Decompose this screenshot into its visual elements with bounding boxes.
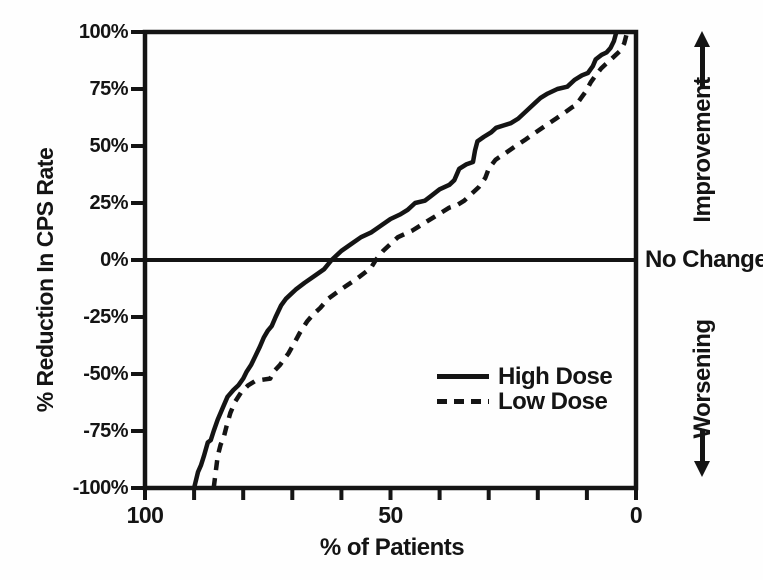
y-tick-label: -25% [83, 306, 128, 328]
y-tick-label: -50% [83, 363, 128, 385]
x-tick-label: 0 [629, 502, 643, 528]
worsening-arrow-line [700, 430, 705, 463]
x-tick-label: 100 [126, 502, 164, 528]
improvement-arrow-icon [694, 31, 710, 47]
legend: High Dose Low Dose [437, 363, 613, 414]
y-tick-label: 50% [89, 135, 128, 157]
y-tick-label: 0% [100, 249, 128, 271]
high-dose-line-sample [437, 374, 489, 379]
improvement-arrow-line [700, 46, 705, 88]
y-tick-label: 25% [89, 192, 128, 214]
improvement-label: Improvement [689, 77, 716, 223]
y-tick-label: -100% [72, 477, 129, 499]
no-change-label: No Change [645, 246, 763, 273]
axis-ticks [131, 30, 638, 500]
legend-item-high-dose: High Dose [437, 363, 613, 390]
y-tick-label: 100% [78, 21, 129, 43]
legend-item-low-dose: Low Dose [437, 389, 612, 414]
x-tick-label: 50 [378, 502, 403, 528]
y-tick-label: 75% [89, 78, 128, 100]
y-tick-label: -75% [83, 420, 128, 442]
high-dose-curve [191, 31, 619, 489]
worsening-arrow-icon [694, 461, 710, 477]
y-axis-title: % Reduction In CPS Rate [32, 147, 58, 413]
low-dose-line-sample [437, 399, 489, 404]
x-axis-title: % of Patients [319, 534, 465, 561]
legend-label-high-dose: High Dose [498, 363, 613, 390]
legend-label-low-dose: Low Dose [498, 388, 608, 415]
curves [191, 31, 630, 489]
